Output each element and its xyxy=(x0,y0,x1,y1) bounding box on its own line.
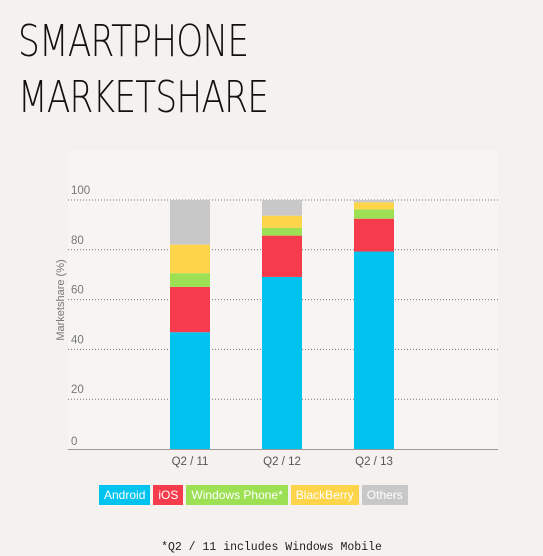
y-tick-label: 0 xyxy=(71,436,77,448)
bar-segment xyxy=(354,200,394,203)
x-tick-label: Q2 / 12 xyxy=(263,456,301,468)
bar-segment xyxy=(170,200,210,245)
legend: Android iOS Windows Phone* BlackBerry Others xyxy=(99,485,408,505)
bar-segment xyxy=(170,286,210,333)
bar-segment xyxy=(354,251,394,449)
bar-segment xyxy=(354,209,394,219)
title-line-2: MARKETSHARE xyxy=(18,72,269,123)
bar-segment xyxy=(354,202,394,210)
stacked-bar-chart: 0 20 40 60 80 100 Marketshare (%) Q2 / 11 Q2 / 1… xyxy=(55,185,498,468)
footnote: *Q2 / 11 includes Windows Mobile xyxy=(161,541,382,554)
bar-segment xyxy=(262,215,302,228)
y-tick-label: 80 xyxy=(71,235,84,247)
y-tick-label: 40 xyxy=(71,334,84,346)
bar-segment xyxy=(170,332,210,449)
legend-item: Windows Phone* xyxy=(186,485,288,505)
y-tick-label: 60 xyxy=(71,285,84,297)
legend-item: BlackBerry xyxy=(290,485,359,505)
bar-segment xyxy=(262,227,302,236)
legend-item: Others xyxy=(361,485,408,505)
bar-segment xyxy=(170,244,210,274)
bar-segment xyxy=(262,276,302,449)
legend-item: Android xyxy=(99,485,151,505)
bar-segment xyxy=(262,235,302,277)
x-tick-label: Q2 / 11 xyxy=(172,456,209,468)
y-axis-label: Marketshare (%) xyxy=(55,259,67,340)
page-title: SMARTPHONE MARKETSHARE xyxy=(18,14,269,126)
y-tick-label: 20 xyxy=(71,384,84,396)
title-line-1: SMARTPHONE xyxy=(18,16,249,67)
bar-segment xyxy=(354,218,394,252)
legend-item: iOS xyxy=(153,485,184,505)
y-tick-label: 100 xyxy=(71,185,90,197)
bar-segment xyxy=(262,200,302,216)
bar-segment xyxy=(170,273,210,287)
x-tick-label: Q2 / 13 xyxy=(355,456,393,468)
